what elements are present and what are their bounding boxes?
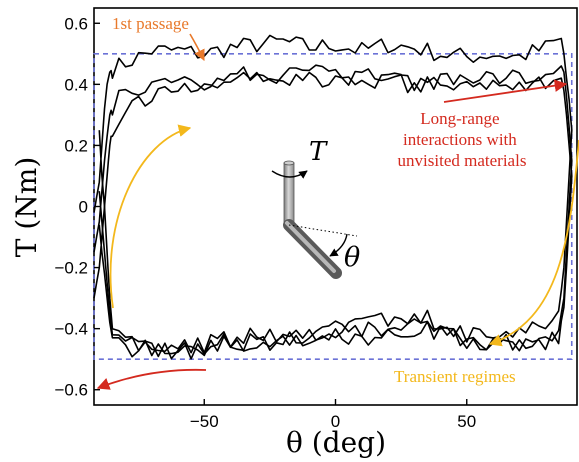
y-tick-label: 0.4 — [64, 75, 88, 94]
x-tick-label: 0 — [331, 412, 340, 431]
series-layer — [93, 34, 573, 360]
rod-schematic: T θ — [271, 137, 360, 279]
annotation-first-passage: 1st passage — [112, 14, 189, 33]
x-axis-title: θ (deg) — [286, 426, 386, 459]
y-tick-label: −0.2 — [54, 259, 88, 278]
series-line-2 — [93, 64, 573, 360]
long-range-line-1: Long-range — [420, 109, 499, 128]
torque-symbol: T — [309, 137, 328, 167]
y-tick-label: 0.6 — [64, 14, 88, 33]
reference-box — [93, 53, 573, 360]
x-tick-label: 50 — [457, 412, 476, 431]
y-axis-ticks: −0.6 −0.4 −0.2 0 0.2 0.4 0.6 — [54, 14, 100, 400]
angle-arc — [329, 233, 348, 257]
series-line-1 — [93, 34, 573, 354]
reference-dotted-line — [288, 224, 358, 237]
y-tick-label: 0.2 — [64, 136, 88, 155]
x-tick-label: −50 — [190, 412, 219, 431]
angle-symbol: θ — [344, 242, 360, 273]
transient-arrow-left — [109, 124, 192, 309]
y-axis-title: T (Nm) — [10, 157, 43, 257]
long-range-line-3: unvisited materials — [398, 151, 527, 170]
transient-arrow-right — [488, 139, 579, 347]
x-axis-ticks: −50 0 50 — [190, 399, 476, 431]
y-tick-label: 0 — [79, 198, 88, 217]
angled-rod-highlight — [285, 221, 336, 273]
long-range-arrow-right — [443, 79, 568, 103]
y-tick-label: −0.4 — [54, 320, 88, 339]
long-range-arrow-left — [96, 368, 207, 390]
vertical-rod-top — [283, 160, 295, 166]
long-range-line-2: interactions with — [403, 130, 517, 149]
series-line-3 — [93, 65, 573, 358]
first-passage-arrow — [189, 33, 205, 62]
y-tick-label: −0.6 — [54, 381, 88, 400]
annotation-transient-regimes: Transient regimes — [394, 367, 516, 386]
vertical-rod — [283, 162, 295, 226]
annotation-long-range: Long-range interactions with unvisited m… — [398, 109, 527, 170]
torque-arrow — [271, 170, 308, 179]
